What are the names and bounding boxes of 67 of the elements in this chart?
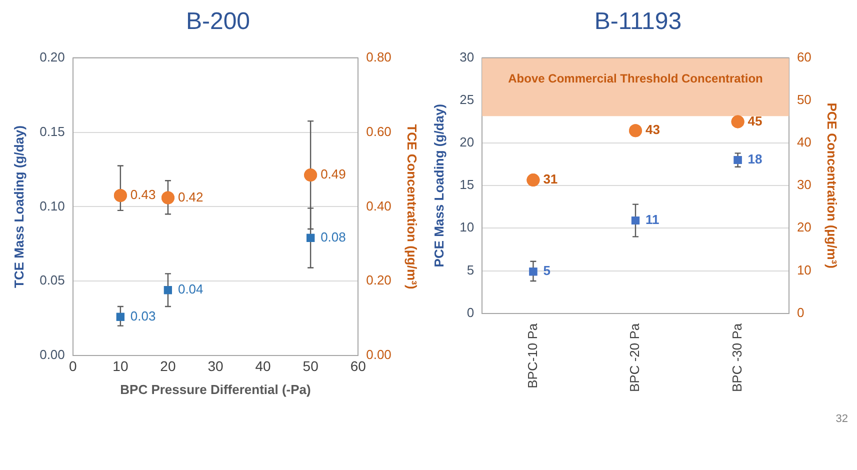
- y2-tick-label: 10: [796, 262, 812, 278]
- x-axis-title: BPC Pressure Differential (-Pa): [120, 382, 311, 397]
- y2-tick-label: 0.00: [366, 347, 392, 362]
- y-tick-label: 30: [460, 49, 474, 64]
- point: [161, 191, 174, 204]
- data-label: 0.43: [130, 187, 156, 202]
- y2-tick-label: 30: [796, 177, 812, 192]
- y-tick-label: 0.15: [40, 124, 65, 139]
- data-label: 18: [748, 152, 762, 167]
- y-tick-label: 0.20: [40, 49, 65, 64]
- y2-tick-label: 60: [796, 49, 812, 64]
- y2-tick-label: 0.60: [366, 124, 392, 139]
- y2-tick-label: 0.20: [366, 272, 392, 288]
- y-axis-title: PCE Mass Loading (g/day): [431, 104, 446, 268]
- x-tick-label: 0: [69, 358, 78, 374]
- data-label: 0.49: [320, 166, 346, 182]
- x-tick-label: 20: [160, 358, 176, 374]
- point: [306, 234, 315, 242]
- y2-tick-label: 0: [796, 304, 804, 320]
- point: [304, 168, 318, 182]
- data-label: 45: [748, 113, 762, 128]
- point: [116, 312, 124, 321]
- y-tick-label: 0.05: [40, 272, 65, 288]
- band-label: Above Commercial Threshold Concentration: [508, 71, 763, 86]
- y2-tick-label: 0.80: [366, 49, 392, 64]
- x-tick-label: 30: [208, 358, 224, 374]
- x-tick-label: BPC -20 Pa: [627, 322, 642, 392]
- data-label: 0.08: [320, 230, 346, 245]
- data-label: 31: [543, 172, 558, 187]
- x-tick-label: BPC-10 Pa: [524, 322, 540, 388]
- data-label: 11: [646, 212, 660, 228]
- data-label: 0.42: [178, 189, 204, 204]
- point: [526, 174, 540, 187]
- y2-tick-label: 40: [796, 134, 812, 150]
- y-tick-label: 15: [460, 177, 474, 192]
- point: [631, 216, 640, 225]
- chart-title: B-200: [184, 8, 252, 37]
- data-label: 43: [646, 122, 660, 138]
- x-tick-label: 50: [302, 358, 319, 374]
- y-tick-label: 25: [460, 92, 474, 107]
- y-tick-label: 0: [466, 304, 474, 320]
- x-tick-label: 60: [350, 358, 366, 374]
- y-tick-label: 0.10: [40, 198, 65, 214]
- y2-tick-label: 50: [796, 92, 812, 107]
- y-axis-title: TCE Mass Loading (g/day): [11, 125, 26, 288]
- y2-tick-label: 20: [796, 220, 812, 235]
- point: [529, 268, 538, 276]
- y2-axis-title: TCE Concentration (µg/m³): [404, 124, 420, 290]
- chart-title: B-11193: [593, 8, 683, 37]
- point: [164, 286, 172, 294]
- text: 32: [836, 413, 848, 425]
- point: [629, 124, 642, 138]
- y-tick-label: 20: [460, 134, 474, 150]
- y2-tick-label: 0.40: [366, 198, 392, 214]
- y-tick-label: 0.00: [40, 347, 65, 362]
- y-tick-label: 5: [466, 262, 474, 278]
- point: [731, 115, 744, 128]
- data-label: 0.03: [130, 308, 156, 324]
- point: [114, 189, 127, 202]
- x-tick-label: 10: [112, 358, 128, 374]
- y2-axis-title: PCE Concentration (µg/m³): [824, 102, 840, 268]
- data-label: 5: [543, 263, 550, 278]
- y-tick-label: 10: [460, 220, 474, 235]
- x-tick-label: 40: [255, 358, 272, 374]
- x-tick-label: BPC -30 Pa: [729, 322, 744, 392]
- point: [734, 156, 742, 164]
- data-label: 0.04: [178, 282, 204, 297]
